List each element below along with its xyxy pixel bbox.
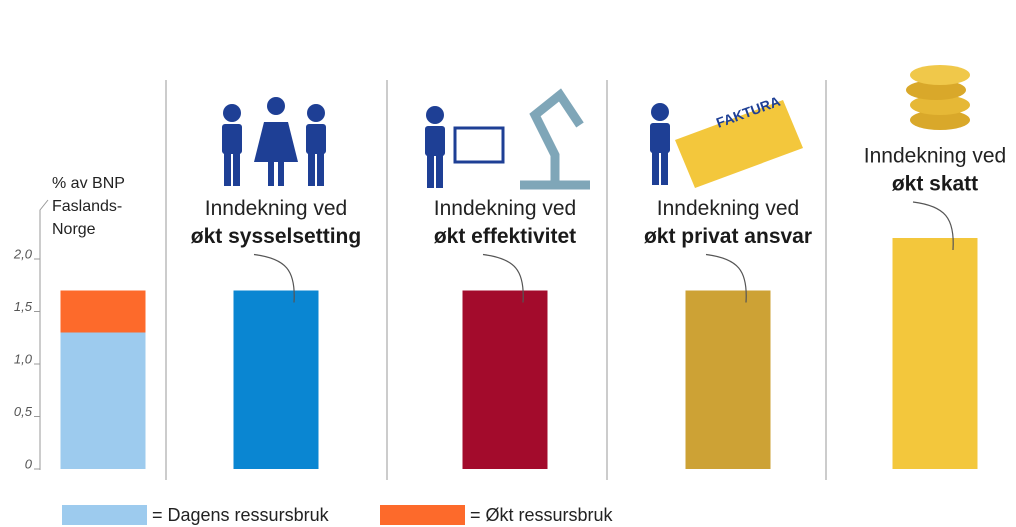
category-label: økt skatt [892,173,978,196]
chart: FAKTURA = Dagens ressursbruk = Økt ressu… [0,0,1016,527]
bar-segment [61,333,146,470]
y-tick-label: 0,5 [14,404,33,419]
category-label: Inndekning ved [434,197,576,220]
bar-segment [61,291,146,333]
bar [463,291,548,470]
legend-label: = Økt ressursbruk [470,505,614,525]
bar [686,291,771,470]
bar [234,291,319,470]
y-tick-label: 1,5 [14,299,33,314]
legend-swatch [62,505,147,525]
category-label: Inndekning ved [864,145,1006,168]
category-label: økt effektivitet [434,225,576,248]
y-label-bracket [40,200,48,255]
y-label: Norge [52,221,96,238]
icons [222,65,970,188]
y-tick-label: 2,0 [13,246,33,261]
y-tick-label: 1,0 [14,351,33,366]
category-label: økt privat ansvar [644,225,812,248]
category-label: økt sysselsetting [191,225,361,248]
y-label: % av BNP [52,175,125,192]
category-label: Inndekning ved [657,197,799,220]
legend-swatch [380,505,465,525]
legend-label: = Dagens ressursbruk [152,505,330,525]
y-label: Faslands- [52,198,122,215]
category-label: Inndekning ved [205,197,347,220]
y-tick-label: 0 [25,456,33,471]
bar [893,238,978,469]
